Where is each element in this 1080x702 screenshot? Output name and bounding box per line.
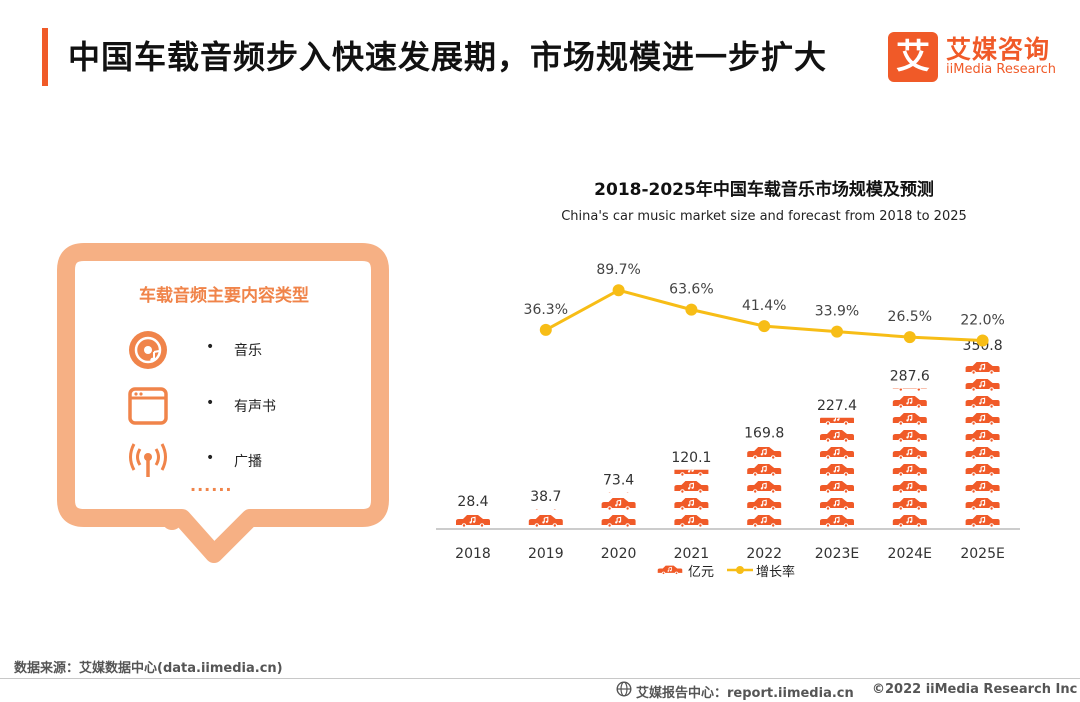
growth-rate-point: [612, 284, 625, 297]
bar-value-label: 227.4: [817, 398, 857, 414]
x-tick-label: 2021: [674, 546, 710, 562]
bar-2024E: [892, 388, 928, 528]
content-type-audiobook: • 有声书: [128, 386, 368, 426]
x-tick-label: 2019: [528, 546, 564, 562]
content-type-label: 有声书: [234, 399, 276, 415]
legend-bar-label: 亿元: [688, 565, 714, 580]
x-tick-label: 2018: [455, 546, 491, 562]
x-tick-label: 2023E: [815, 546, 859, 562]
x-tick-label: 2025E: [960, 546, 1004, 562]
growth-rate-label: 33.9%: [815, 304, 859, 320]
legend-line-label: 增长率: [756, 564, 795, 580]
growth-rate-point: [539, 323, 552, 336]
logo-name-en: iiMedia Research: [946, 62, 1057, 77]
logo-name-cn: 艾媒咨询: [946, 35, 1051, 64]
page-title: 中国车载音频步入快速发展期，市场规模进一步扩大: [68, 38, 828, 76]
bullet: •: [206, 339, 215, 355]
speech-bubble-frame: [57, 243, 389, 563]
growth-rate-label: 41.4%: [742, 298, 786, 314]
content-type-label: 广播: [234, 454, 262, 470]
chart-legend: 亿元 增长率: [657, 564, 795, 580]
content-type-radio: • 广播: [128, 441, 368, 481]
bar-value-label: 73.4: [603, 472, 634, 488]
x-tick-label: 2024E: [888, 546, 932, 562]
growth-rate-point: [758, 320, 771, 333]
logo-mark: 艾: [888, 32, 938, 82]
data-source: 数据来源：艾媒数据中心(data.iimedia.cn): [14, 661, 283, 676]
growth-rate-point: [831, 325, 843, 338]
iimedia-logo: 艾 艾媒咨询 iiMedia Research: [888, 30, 1060, 82]
radio-broadcast-icon: [129, 443, 167, 477]
growth-rate-point: [903, 331, 916, 344]
report-center: 艾媒报告中心：report.iimedia.cn: [636, 686, 854, 701]
bar-2023E: [819, 417, 855, 528]
chart-subtitle: China's car music market size and foreca…: [561, 209, 967, 224]
globe-icon: [616, 681, 632, 697]
bar-2022: [746, 446, 782, 528]
bullet: •: [206, 395, 215, 411]
audiobook-icon: [128, 387, 168, 425]
bar-value-label: 38.7: [530, 489, 561, 505]
content-type-label: 音乐: [234, 343, 262, 359]
growth-rate-label: 36.3%: [524, 302, 568, 318]
growth-rate-point: [685, 303, 698, 316]
footer-divider: [0, 678, 1080, 679]
content-type-music: • 音乐: [128, 330, 368, 370]
bar-2025E: [965, 361, 1001, 528]
x-tick-label: 2022: [746, 546, 782, 562]
bubble-dot: [162, 510, 182, 530]
bar-value-label: 120.1: [671, 450, 711, 466]
music-disc-icon: [129, 331, 167, 369]
more-types-ellipsis: ······: [190, 480, 233, 499]
bar-value-label: 169.8: [744, 426, 784, 442]
growth-rate-label: 26.5%: [888, 309, 932, 325]
bar-value-label: 287.6: [890, 369, 930, 385]
bar-value-label: 28.4: [457, 494, 488, 510]
legend-bar-swatch: [657, 565, 683, 576]
legend-line-swatch: [727, 565, 753, 575]
chart-title: 2018-2025年中国车载音乐市场规模及预测: [594, 180, 934, 200]
growth-rate-point: [976, 334, 989, 347]
content-types-title: 车载音频主要内容类型: [139, 286, 309, 306]
x-tick-label: 2020: [601, 546, 637, 562]
copyright: ©2022 iiMedia Research Inc: [872, 682, 1078, 697]
bullet: •: [206, 450, 215, 466]
growth-rate-label: 63.6%: [669, 282, 713, 298]
growth-rate-label: 22.0%: [960, 313, 1004, 329]
growth-rate-label: 89.7%: [596, 262, 640, 278]
title-accent-bar: [42, 28, 48, 86]
